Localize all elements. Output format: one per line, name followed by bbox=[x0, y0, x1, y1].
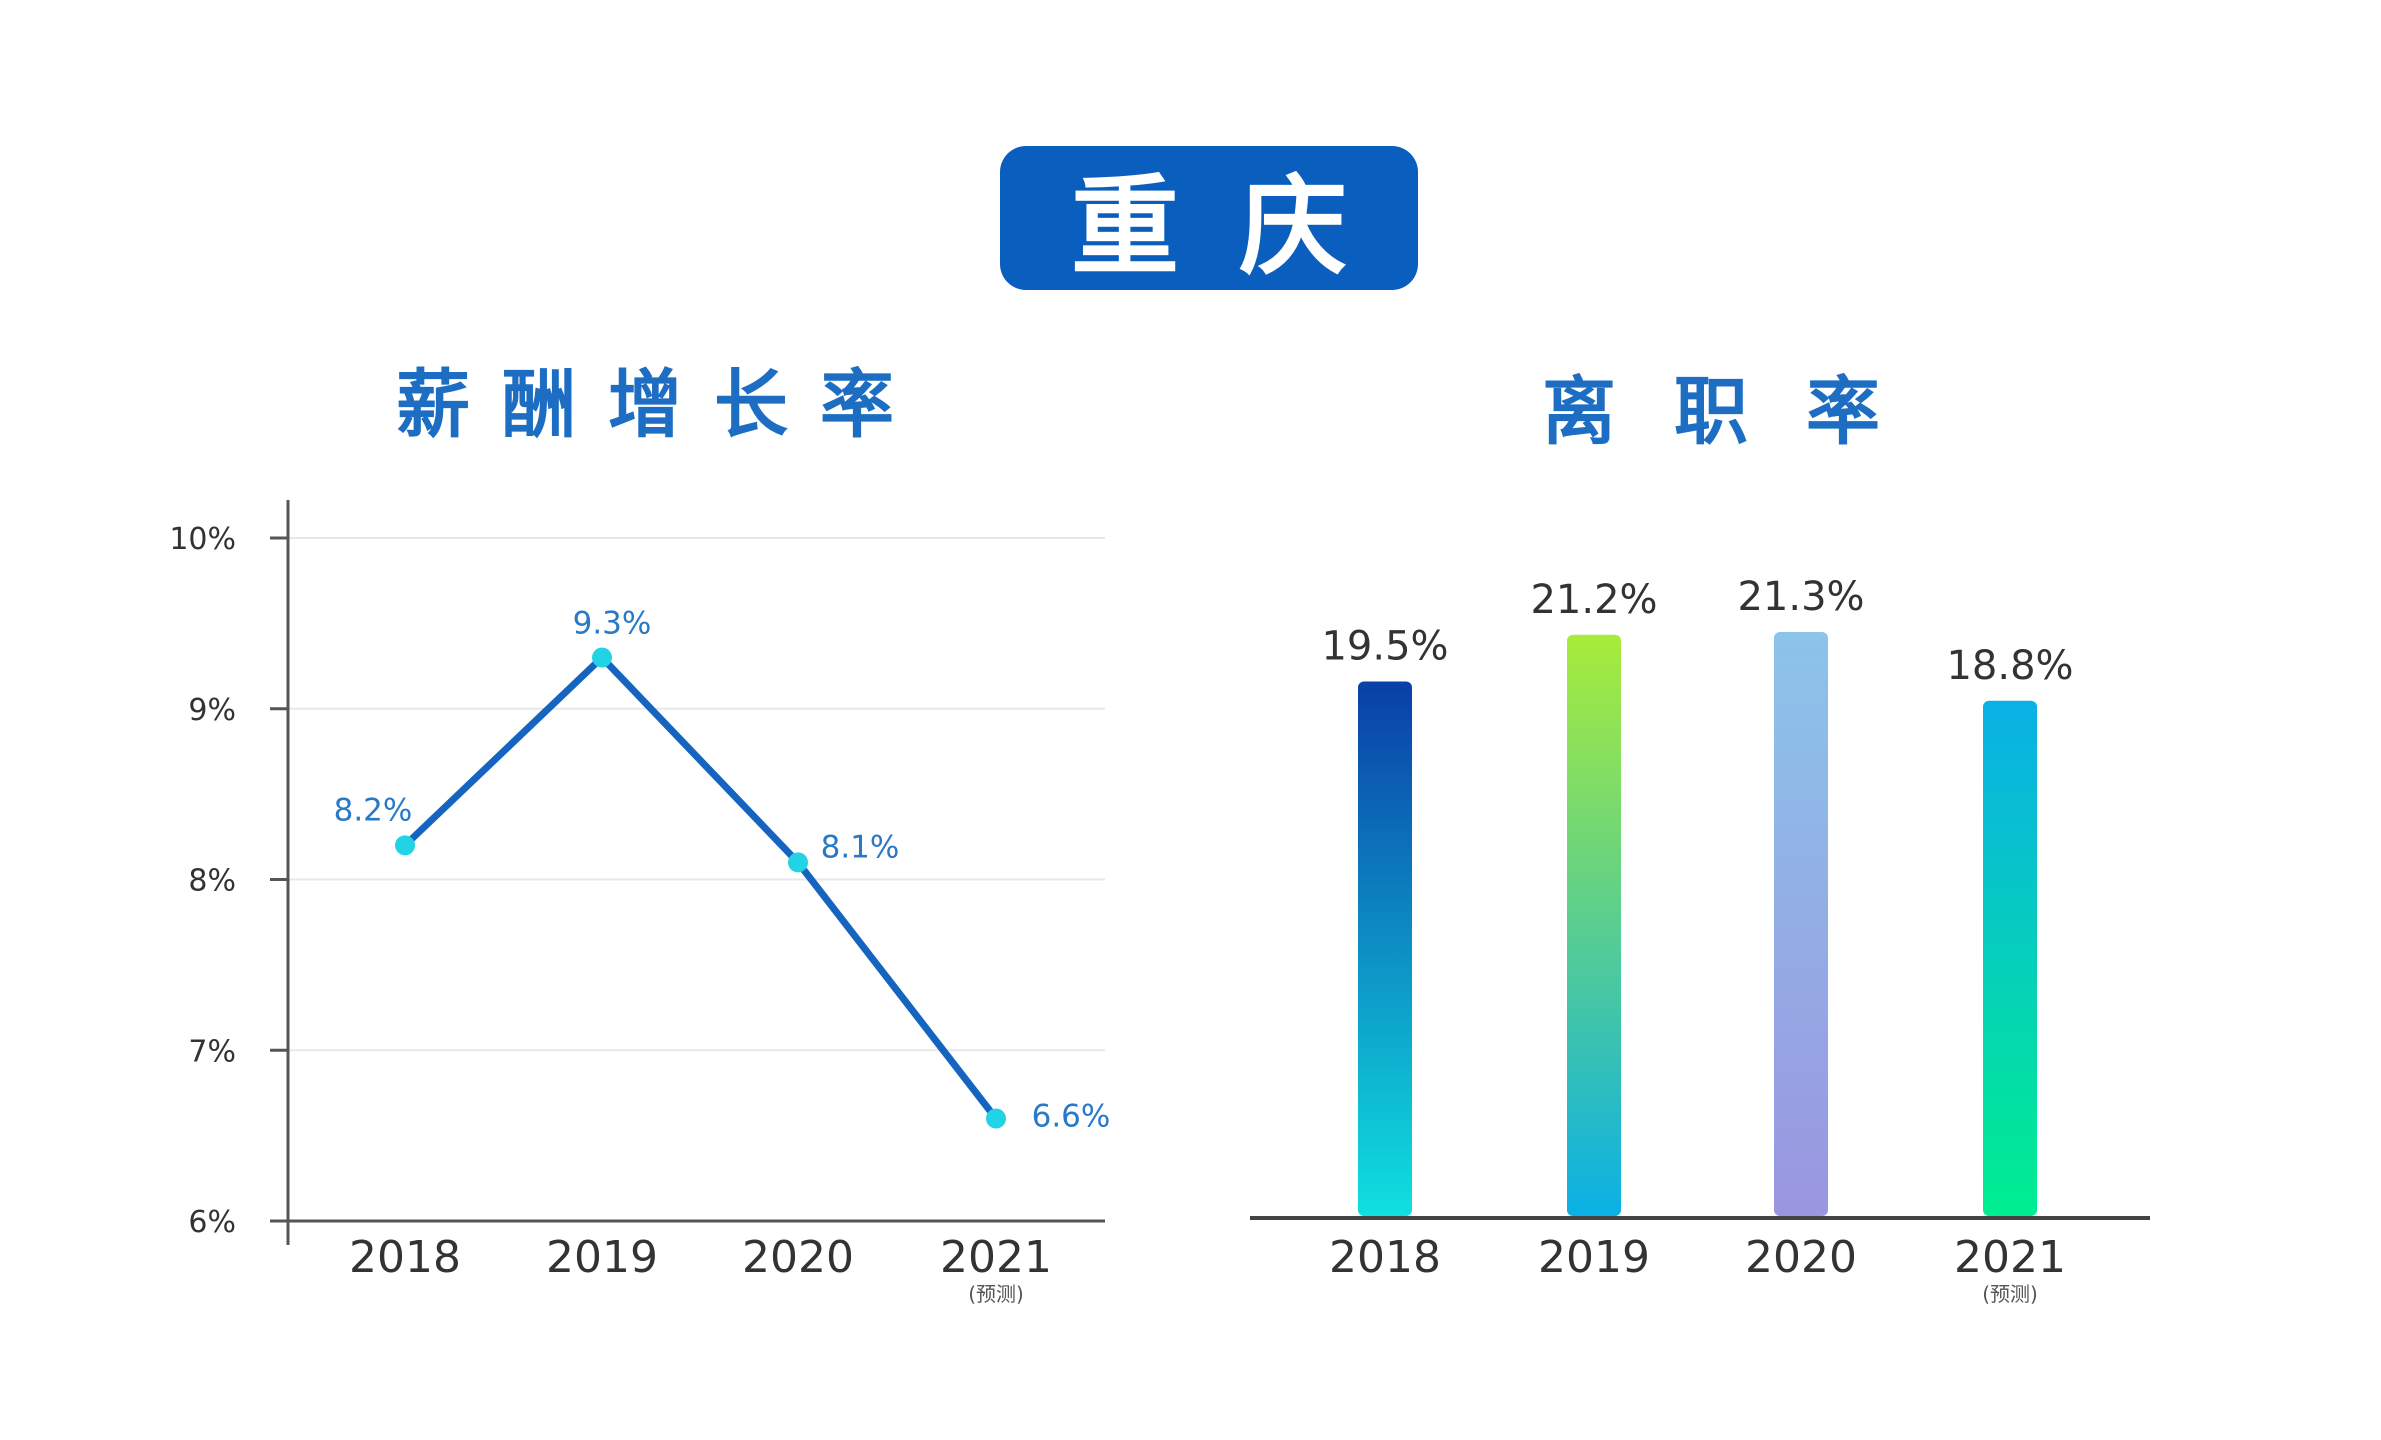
data-label: 6.6% bbox=[1032, 1099, 1111, 1135]
bar bbox=[1567, 634, 1621, 1216]
bar bbox=[1358, 681, 1412, 1216]
data-label: 19.5% bbox=[1321, 624, 1448, 670]
salary-growth-title: 薪酬增长率 bbox=[396, 362, 926, 448]
x-tick-label: 2019 bbox=[1538, 1232, 1650, 1283]
x-tick-note: (预测) bbox=[1982, 1282, 2038, 1306]
x-tick-label: 2019 bbox=[546, 1232, 658, 1283]
x-tick-label: 2021 bbox=[940, 1232, 1052, 1283]
data-label: 9.3% bbox=[573, 606, 652, 642]
y-tick-label: 10% bbox=[169, 522, 236, 557]
x-tick-label: 2018 bbox=[349, 1232, 461, 1283]
turnover-rate-bar-chart: 19.5% 21.2% 21.3% 18.8% 2018 2019 2020 2021(预测) bbox=[1250, 574, 2150, 1306]
x-tick-note: (预测) bbox=[968, 1282, 1024, 1306]
bar bbox=[1774, 632, 1828, 1216]
data-label: 21.3% bbox=[1737, 574, 1864, 620]
data-label: 21.2% bbox=[1530, 577, 1657, 623]
data-point bbox=[395, 835, 415, 856]
x-tick-label: 2018 bbox=[1329, 1232, 1441, 1283]
data-point bbox=[986, 1108, 1006, 1129]
turnover-rate-title: 离职率 bbox=[1542, 369, 1938, 455]
data-point bbox=[788, 852, 808, 873]
x-tick-label: 2020 bbox=[1745, 1232, 1857, 1283]
x-tick-label: 2021 bbox=[1954, 1232, 2066, 1283]
y-tick-label: 7% bbox=[188, 1034, 236, 1069]
city-badge: 重庆 bbox=[1000, 146, 1418, 290]
salary-growth-line-chart: 6% 7% 8% 9% 10% 8.2% 9.3% 8.1% 6.6% 2018 2019 2020 2… bbox=[169, 500, 1110, 1306]
y-tick-label: 8% bbox=[188, 864, 236, 899]
salary-growth-line bbox=[402, 654, 999, 1121]
data-label: 8.2% bbox=[334, 792, 413, 828]
data-label: 8.1% bbox=[821, 829, 900, 865]
data-point bbox=[592, 647, 612, 668]
y-tick-label: 6% bbox=[188, 1205, 236, 1240]
x-tick-label: 2020 bbox=[742, 1232, 854, 1283]
bar bbox=[1983, 700, 2037, 1216]
y-tick-label: 9% bbox=[188, 693, 236, 728]
data-label: 18.8% bbox=[1946, 643, 2073, 689]
